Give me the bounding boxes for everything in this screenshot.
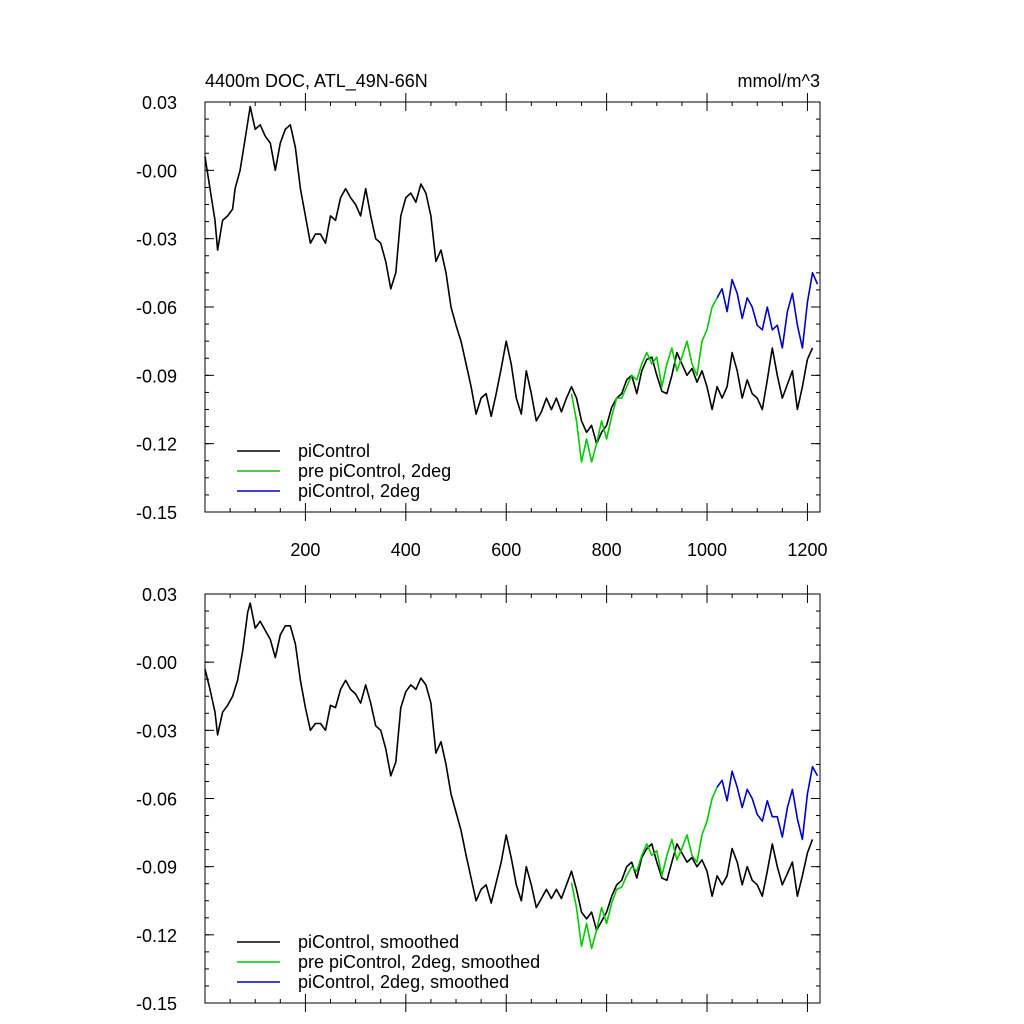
x-tick-label: 200 [290, 540, 320, 560]
legend-label: piControl, 2deg [298, 481, 420, 501]
series-line-2 [716, 272, 819, 349]
x-tick-label: 600 [491, 540, 521, 560]
legend-label: pre piControl, 2deg [298, 461, 451, 481]
y-tick-label: -0.00 [136, 161, 177, 181]
y-tick-label: 0.03 [142, 585, 177, 605]
series-line-1 [570, 786, 718, 950]
y-tick-label: -0.09 [136, 858, 177, 878]
legend-label: piControl, smoothed [298, 932, 459, 952]
y-tick-label: 0.03 [142, 93, 177, 113]
y-tick-label: -0.15 [136, 994, 177, 1014]
legend-label: piControl [298, 441, 370, 461]
y-tick-label: -0.09 [136, 366, 177, 386]
series-line-0 [204, 105, 814, 445]
plot-panel-bottom: 0.03 -0.00 -0.03 -0.06 -0.09 -0.12 -0.15 piCont… [136, 585, 821, 1014]
legend-label: pre piControl, 2deg, smoothed [298, 952, 540, 972]
y-tick-label: -0.06 [136, 298, 177, 318]
y-tick-label: -0.03 [136, 230, 177, 250]
chart-title: 4400m DOC, ATL_49N-66N [205, 71, 428, 92]
y-tick-label: -0.12 [136, 926, 177, 946]
y-tick-label: -0.12 [136, 435, 177, 455]
x-tick-label: 400 [391, 540, 421, 560]
y-tick-label: -0.03 [136, 721, 177, 741]
plot-panel-top: 0.03 -0.00 -0.03 -0.06 -0.09 -0.12 -0.15 200 400… [136, 93, 827, 560]
x-tick-label: 800 [592, 540, 622, 560]
x-tick-label: 1000 [687, 540, 727, 560]
series-line-2 [716, 765, 819, 841]
chart-units: mmol/m^3 [738, 71, 820, 91]
x-tick-label: 1200 [787, 540, 827, 560]
y-tick-label: -0.06 [136, 790, 177, 810]
series-line-0 [204, 602, 814, 932]
y-tick-label: -0.15 [136, 503, 177, 523]
series-line-1 [570, 297, 718, 463]
legend-label: piControl, 2deg, smoothed [298, 972, 509, 992]
y-tick-label: -0.00 [136, 653, 177, 673]
